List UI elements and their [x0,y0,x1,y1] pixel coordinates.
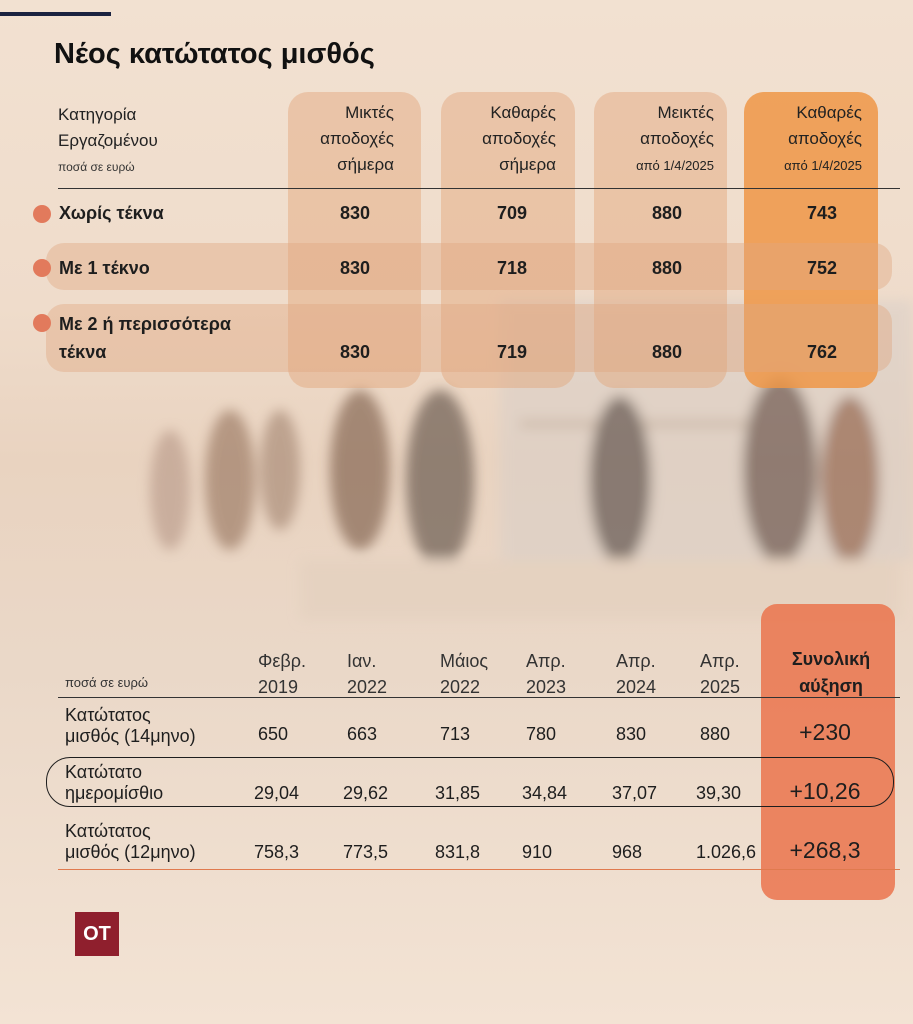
total-increase-value: +10,26 [789,778,861,804]
value-cell: 752 [806,258,838,278]
value-cell: 709 [496,203,528,223]
value-cell: 39,30 [696,783,742,803]
period-header-5: Απρ. 2024 [616,651,657,697]
row-label-min-wage-12: Κατώτατος μισθός (12μηνο) [65,821,196,862]
value-cell: 34,84 [522,783,568,803]
row-label-no-children: Χωρίς τέκνα [59,203,164,223]
period-header-4: Απρ. 2023 [526,651,567,697]
row-panel-3 [46,304,892,372]
value-cell: 830 [616,724,647,744]
value-cell: 719 [496,342,528,362]
bottom-table-underline [58,869,900,870]
column-panel-2 [441,92,575,388]
value-cell: 762 [806,342,838,362]
bottom-header-divider [58,697,900,698]
header-divider [58,188,900,189]
value-cell: 968 [612,842,643,862]
column-header-3: Μεικτές αποδοχές από 1/4/2025 [636,103,714,173]
value-cell: 29,62 [343,783,389,803]
value-cell: 31,85 [435,783,481,803]
period-header-2: Ιαν. 2022 [347,651,388,697]
value-cell: 1.026,6 [696,842,757,862]
value-cell: 37,07 [612,783,658,803]
value-cell: 910 [522,842,553,862]
value-cell: 713 [440,724,471,744]
value-cell: 830 [339,203,371,223]
row-bullet [33,314,51,332]
row-bullet [33,205,51,223]
value-cell: 830 [339,258,371,278]
row-panel-2 [46,243,892,290]
ot-logo: OT [75,912,119,956]
value-cell: 758,3 [254,842,300,862]
unit-note-bottom: ποσά σε ευρώ [65,675,149,690]
row-label-two-plus-children: Με 2 ή περισσότερα τέκνα [59,314,231,362]
row-label-one-child: Με 1 τέκνο [59,258,150,278]
column-panel-4-highlight [744,92,878,388]
value-cell: 880 [651,342,683,362]
row-label-min-wage-14: Κατώτατος μισθός (14μηνο) [65,705,196,746]
column-header-2: Καθαρές αποδοχές σήμερα [482,103,556,174]
value-cell: 830 [339,342,371,362]
value-cell: 773,5 [343,842,389,862]
value-cell: 831,8 [435,842,481,862]
row-label-min-daily-wage: Κατώτατο ημερομίσθιο [65,762,164,803]
highlight-oval [46,757,894,807]
total-increase-panel [761,604,895,900]
total-increase-value: +230 [799,719,851,745]
value-cell: 880 [651,258,683,278]
column-header-1: Μικτές αποδοχές σήμερα [320,103,394,174]
value-cell: 880 [700,724,731,744]
value-cell: 880 [651,203,683,223]
value-cell: 780 [526,724,557,744]
value-cell: 29,04 [254,783,300,803]
value-cell: 743 [806,203,838,223]
page-title: Νέος κατώτατος μισθός [54,38,375,70]
period-header-1: Φεβρ. 2019 [258,651,306,697]
category-header: Κατηγορία Εργαζομένου ποσά σε ευρώ [58,102,158,180]
column-panel-3 [594,92,727,388]
period-header-3: Μάιος 2022 [440,651,489,697]
value-cell: 718 [496,258,528,278]
unit-note: ποσά σε ευρώ [58,160,135,174]
column-panel-1 [288,92,421,388]
total-increase-header: Συνολική αύξηση [791,649,871,696]
value-cell: 663 [347,724,378,744]
top-accent-bar [0,12,111,16]
row-bullet [33,259,51,277]
period-header-6: Απρ. 2025 [700,651,741,697]
value-cell: 650 [258,724,289,744]
total-increase-value: +268,3 [789,837,861,863]
column-header-4: Καθαρές αποδοχές από 1/4/2025 [784,103,862,173]
